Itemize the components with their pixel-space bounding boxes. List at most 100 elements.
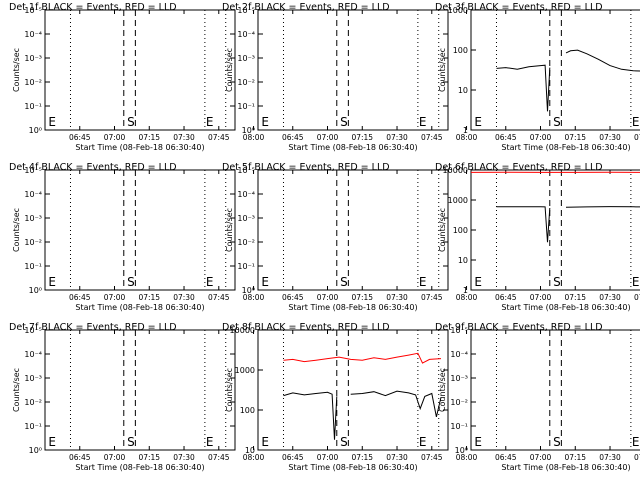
marker-label-e: E (206, 275, 214, 289)
x-tick-label: 07:45 (421, 293, 443, 302)
x-tick-label: 07:15 (138, 133, 160, 142)
y-axis-label: Counts/sec (225, 368, 234, 412)
y-tick-label: 10⁻⁴ (24, 350, 42, 359)
x-tick-label: 07:30 (599, 453, 621, 462)
x-tick-label: 06:45 (282, 133, 304, 142)
x-tick-label: 07:15 (138, 293, 160, 302)
y-tick-label: 1 (463, 286, 468, 295)
x-axis-label: Start Time (08-Feb-18 06:30:40) (75, 463, 204, 472)
y-tick-label: 10⁻⁵ (450, 326, 468, 335)
x-tick-label: 07:00 (530, 293, 552, 302)
events-series-line (496, 64, 551, 112)
y-tick-label: 1000 (448, 196, 468, 205)
y-tick-label: 10⁻⁴ (237, 30, 255, 39)
y-tick-label: 1000 (235, 366, 255, 375)
y-tick-label: 10⁻³ (237, 54, 255, 63)
y-tick-label: 10⁻² (24, 398, 42, 407)
events-series-line (565, 206, 640, 208)
x-tick-label: 06:45 (69, 453, 91, 462)
events-series-line (565, 49, 640, 72)
y-tick-label: 10⁻⁵ (24, 6, 42, 15)
y-axis-label: Counts/sec (438, 48, 447, 92)
chart-title: Det 8f BLACK = Events, RED = LLD (222, 322, 390, 333)
y-tick-label: 10⁻⁵ (237, 6, 255, 15)
x-tick-label: 07:30 (173, 133, 195, 142)
marker-label-s: S (340, 435, 348, 449)
x-tick-label: 08:00 (456, 453, 478, 462)
chart-title: Det 7f BLACK = Events, RED = LLD (9, 322, 177, 333)
x-axis-label: Start Time (08-Feb-18 06:30:40) (75, 303, 204, 312)
x-axis-label: Start Time (08-Feb-18 06:30:40) (288, 463, 417, 472)
chart-title: Det 9f BLACK = Events, RED = LLD (435, 322, 603, 333)
y-tick-label: 100 (453, 46, 468, 55)
chart-panel-2: Det 2f BLACK = Events, RED = LLD 10⁰ 10⁻¹ 1… (222, 2, 478, 152)
x-tick-label: 07:00 (317, 453, 339, 462)
y-tick-label: 1 (463, 126, 468, 135)
x-axis-label: Start Time (08-Feb-18 06:30:40) (288, 303, 417, 312)
x-tick-label: 06:45 (69, 293, 91, 302)
marker-label-s: S (553, 275, 561, 289)
x-tick-label: 06:45 (282, 293, 304, 302)
marker-label-e: E (632, 435, 640, 449)
y-tick-label: 10⁻¹ (237, 262, 255, 271)
y-tick-label: 10⁻¹ (450, 422, 468, 431)
x-tick-label: 07:15 (564, 453, 586, 462)
marker-label-e: E (419, 115, 427, 129)
y-tick-label: 10⁻¹ (24, 102, 42, 111)
y-tick-label: 10⁻³ (24, 374, 42, 383)
marker-label-e: E (474, 275, 482, 289)
x-tick-label: 07:00 (530, 133, 552, 142)
marker-label-e: E (419, 275, 427, 289)
chart-title: Det 4f BLACK = Events, RED = LLD (9, 162, 177, 173)
marker-label-e: E (474, 115, 482, 129)
x-tick-label: 08:00 (456, 133, 478, 142)
y-tick-label: 10⁻² (237, 78, 255, 87)
chart-title: Det 1f BLACK = Events, RED = LLD (9, 2, 177, 13)
y-tick-label: 10⁻² (450, 398, 468, 407)
y-tick-label: 10⁰ (29, 446, 42, 455)
x-tick-label: 07:45 (634, 133, 640, 142)
x-axis-label: Start Time (08-Feb-18 06:30:40) (288, 143, 417, 152)
marker-label-s: S (127, 435, 135, 449)
chart-title: Det 6f BLACK = Events, RED = LLD (435, 162, 603, 173)
x-tick-label: 07:00 (317, 133, 339, 142)
marker-label-e: E (261, 435, 269, 449)
x-axis-label: Start Time (08-Feb-18 06:30:40) (501, 143, 630, 152)
plot-frame (44, 169, 236, 291)
y-tick-label: 10⁻⁵ (24, 326, 42, 335)
y-tick-label: 10 (245, 446, 255, 455)
chart-panel-1: Det 1f BLACK = Events, RED = LLD 10⁰ 10⁻¹ 1… (9, 2, 265, 152)
x-tick-label: 07:45 (208, 293, 230, 302)
x-tick-label: 07:30 (173, 293, 195, 302)
x-tick-label: 07:45 (634, 293, 640, 302)
x-tick-label: 08:00 (456, 293, 478, 302)
marker-label-s: S (340, 275, 348, 289)
marker-label-e: E (419, 435, 427, 449)
y-axis-label: Counts/sec (12, 368, 21, 412)
y-tick-label: 10⁻¹ (24, 262, 42, 271)
x-axis-label: Start Time (08-Feb-18 06:30:40) (75, 143, 204, 152)
x-tick-label: 08:00 (243, 453, 265, 462)
marker-label-e: E (48, 435, 56, 449)
x-tick-label: 07:45 (421, 453, 443, 462)
x-tick-label: 07:30 (599, 293, 621, 302)
chart-title: Det 5f BLACK = Events, RED = LLD (222, 162, 390, 173)
y-tick-label: 10000 (230, 326, 255, 335)
y-tick-label: 10000 (443, 166, 468, 175)
marker-label-e: E (206, 435, 214, 449)
marker-label-e: E (632, 275, 640, 289)
chart-title: Det 3f BLACK = Events, RED = LLD (435, 2, 603, 13)
y-tick-label: 10⁻² (24, 78, 42, 87)
y-tick-label: 100 (453, 226, 468, 235)
y-tick-label: 10 (458, 256, 468, 265)
events-series-line (350, 390, 442, 418)
chart-panel-6: Det 6f BLACK = Events, RED = LLD 1 10 100 10… (435, 162, 640, 312)
x-tick-label: 07:30 (386, 453, 408, 462)
x-tick-label: 06:45 (495, 453, 517, 462)
x-tick-label: 07:45 (208, 133, 230, 142)
plot-frame (470, 9, 640, 131)
plot-frame (257, 329, 449, 451)
y-tick-label: 10⁰ (242, 126, 255, 135)
chart-panel-9: Det 9f BLACK = Events, RED = LLD 10⁰ 10⁻¹ 1… (435, 322, 640, 472)
y-tick-label: 10⁻² (24, 238, 42, 247)
